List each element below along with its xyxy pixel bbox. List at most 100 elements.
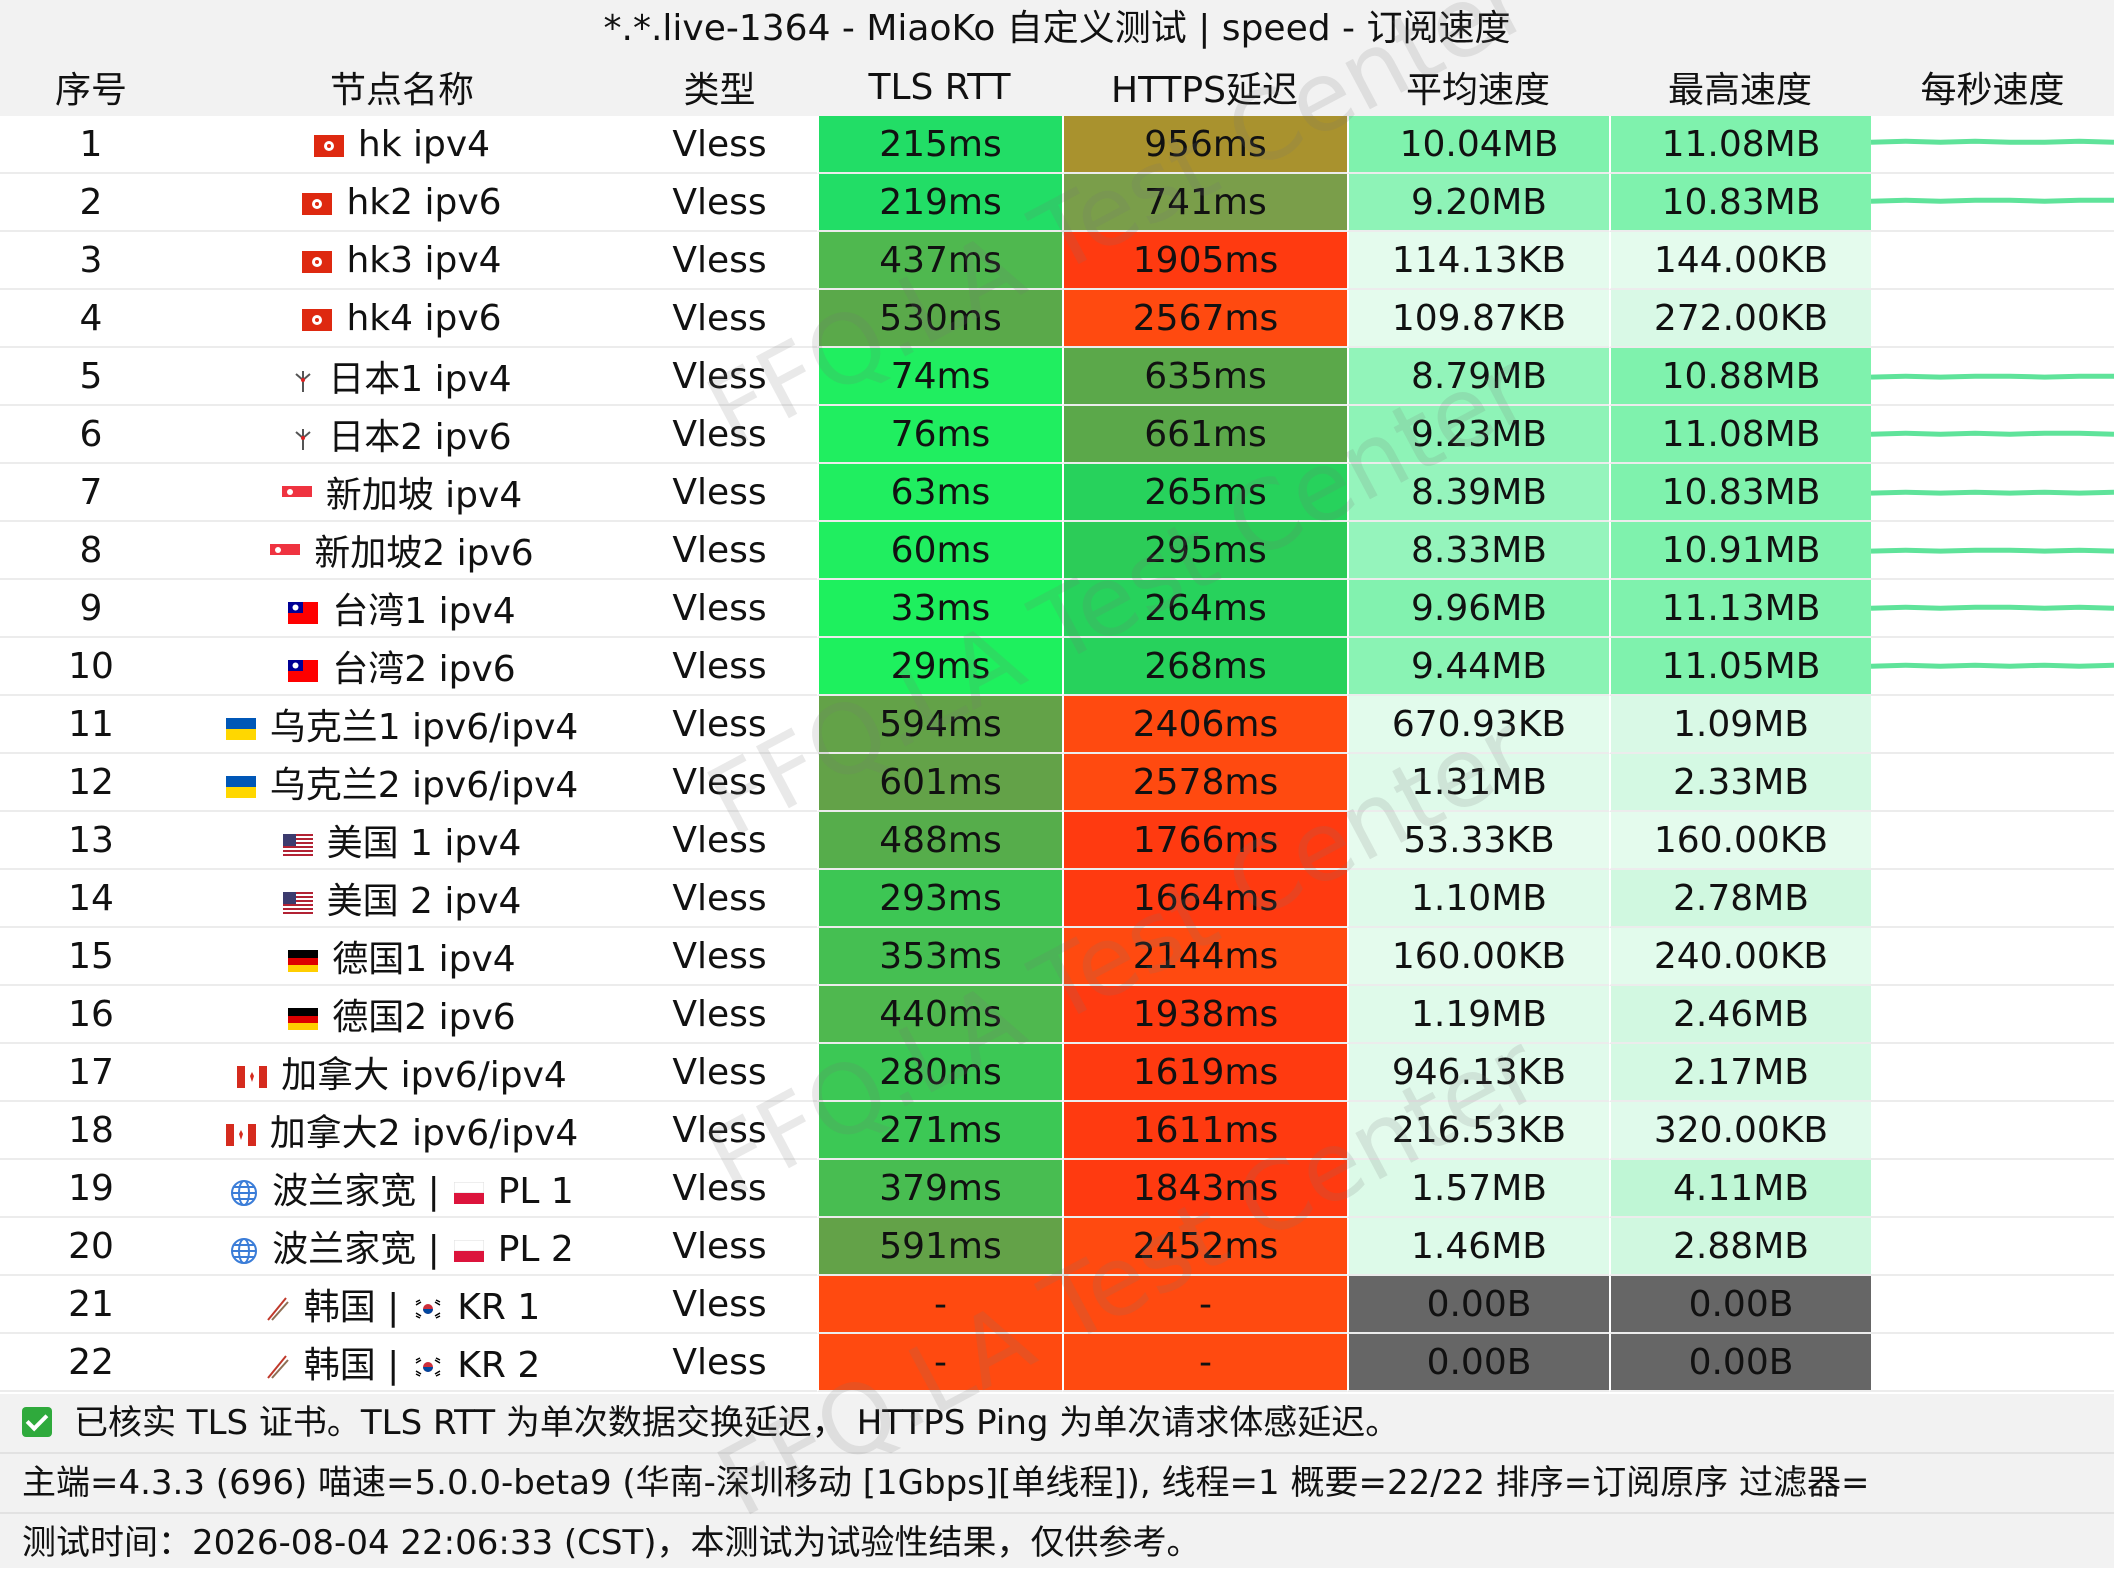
cell-node-name: 德国2 ipv6 [182,986,622,1044]
cell-https-delay: 956ms [1062,116,1347,174]
cell-avg-speed: 9.44MB [1347,638,1609,696]
sparkline-series [1871,138,2114,145]
table-row[interactable]: 21 韩国 | KR 1 Vless - -0.00B 0.00B [0,1276,2114,1334]
col-header-per-sec-speed[interactable]: 每秒速度 [1871,58,2114,116]
node-name: 韩国 | [303,1345,400,1386]
cell-https-delay: 1664ms [1062,870,1347,928]
table-row[interactable]: 13 美国 1 ipv4 Vless 488ms 1766ms 53.33KB 160.00… [0,812,2114,870]
cell-type: Vless [622,1276,817,1334]
col-header-tls-rtt[interactable]: TLS RTT [817,58,1062,116]
cell-tls-rtt: 437ms [817,232,1062,290]
cell-per-sec-speed [1871,464,2114,522]
cell-https-delay: 1938ms [1062,986,1347,1044]
table-row[interactable]: 3 hk3 ipv4 Vless 437ms 1905ms 114.13KB 144.00K… [0,232,2114,290]
table-row[interactable]: 4 hk4 ipv6 Vless 530ms 2567ms 109.87KB 272.00K… [0,290,2114,348]
cell-node-name: 台湾2 ipv6 [182,638,622,696]
table-row[interactable]: 5 日本1 ipv4 Vless 74ms 635ms 8.79MB 10.88MB [0,348,2114,406]
table-row[interactable]: 16 德国2 ipv6 Vless 440ms 1938ms 1.19MB 2.46MB [0,986,2114,1044]
cell-max-speed: 240.00KB [1609,928,1871,986]
col-header-https-delay[interactable]: HTTPS延迟 [1062,58,1347,116]
cell-node-name: 日本1 ipv4 [182,348,622,406]
col-header-avg-speed[interactable]: 平均速度 [1347,58,1609,116]
cell-index: 10 [0,638,182,696]
cell-avg-speed: 114.13KB [1347,232,1609,290]
node-name: 波兰家宽 | [272,1229,440,1270]
cell-avg-speed: 946.13KB [1347,1044,1609,1102]
cell-max-speed: 272.00KB [1609,290,1871,348]
table-row[interactable]: 14 美国 2 ipv4 Vless 293ms 1664ms 1.10MB 2.78MB [0,870,2114,928]
table-row[interactable]: 8 新加坡2 ipv6 Vless 60ms 295ms 8.33MB 10.91MB [0,522,2114,580]
table-row[interactable]: 18 加拿大2 ipv6/ipv4 Vless 271ms 1611ms 216.53KB… [0,1102,2114,1160]
cell-tls-rtt: 594ms [817,696,1062,754]
table-row[interactable]: 12 乌克兰2 ipv6/ipv4 Vless 601ms 2578ms 1.31MB 2.… [0,754,2114,812]
cell-index: 5 [0,348,182,406]
table-row[interactable]: 2 hk2 ipv6 Vless 219ms 741ms 9.20MB 10.83MB [0,174,2114,232]
col-header-type[interactable]: 类型 [622,58,817,116]
table-row[interactable]: 15 德国1 ipv4 Vless 353ms 2144ms 160.00KB 240.00… [0,928,2114,986]
cell-tls-rtt: 379ms [817,1160,1062,1218]
cell-https-delay: 1611ms [1062,1102,1347,1160]
cell-node-name: hk4 ipv6 [182,290,622,348]
col-header-index[interactable]: 序号 [0,58,182,116]
cell-avg-speed: 1.46MB [1347,1218,1609,1276]
cell-avg-speed: 53.33KB [1347,812,1609,870]
node-name: hk4 ipv6 [346,297,502,339]
cell-avg-speed: 109.87KB [1347,290,1609,348]
node-name-suffix: KR 1 [457,1287,541,1328]
table-row[interactable]: 11 乌克兰1 ipv6/ipv4 Vless 594ms 2406ms 670.93KB… [0,696,2114,754]
node-name: 波兰家宽 | [272,1171,440,1212]
node-name: 加拿大 ipv6/ipv4 [281,1055,567,1096]
cell-per-sec-speed [1871,1044,2114,1102]
taiwan-flag-icon [288,602,319,624]
table-row[interactable]: 9 台湾1 ipv4 Vless 33ms 264ms 9.96MB 11.13MB [0,580,2114,638]
table-row[interactable]: 17 加拿大 ipv6/ipv4 Vless 280ms 1619ms 946.13KB 2… [0,1044,2114,1102]
cell-avg-speed: 0.00B [1347,1334,1609,1392]
cell-max-speed: 11.08MB [1609,116,1871,174]
cell-avg-speed: 160.00KB [1347,928,1609,986]
table-row[interactable]: 1 hk ipv4 Vless 215ms 956ms 10.04MB 11.08MB [0,116,2114,174]
cell-https-delay: 1905ms [1062,232,1347,290]
singapore-flag-icon [270,544,301,566]
cell-per-sec-speed [1871,870,2114,928]
cell-max-speed: 10.83MB [1609,464,1871,522]
cell-type: Vless [622,464,817,522]
cell-index: 22 [0,1334,182,1392]
table-row[interactable]: 19 波兰家宽 | PL 1 Vless 379ms 1843ms 1.57MB 4.11MB [0,1160,2114,1218]
cell-type: Vless [622,116,817,174]
cell-https-delay: 1843ms [1062,1160,1347,1218]
per-second-sparkline [1871,138,2114,145]
hong-kong-flag-icon [313,134,344,157]
table-row[interactable]: 7 新加坡 ipv4 Vless 63ms 265ms 8.39MB 10.83MB [0,464,2114,522]
node-name: 新加坡 ipv4 [325,475,523,516]
col-header-name[interactable]: 节点名称 [182,58,622,116]
cell-index: 21 [0,1276,182,1334]
cell-https-delay: 268ms [1062,638,1347,696]
chopsticks-icon [264,1296,290,1322]
cell-tls-rtt: 440ms [817,986,1062,1044]
cell-avg-speed: 8.33MB [1347,522,1609,580]
cell-https-delay: 2406ms [1062,696,1347,754]
cell-tls-rtt: - [817,1276,1062,1334]
cell-https-delay: 264ms [1062,580,1347,638]
cell-index: 1 [0,116,182,174]
cell-avg-speed: 1.10MB [1347,870,1609,928]
ukraine-flag-icon [225,718,256,740]
sparkline-series [1871,373,2114,380]
korea-flag-icon [413,1298,444,1320]
col-header-max-speed[interactable]: 最高速度 [1609,58,1871,116]
cell-node-name: 美国 2 ipv4 [182,870,622,928]
cell-type: Vless [622,812,817,870]
node-name: hk ipv4 [357,123,491,165]
cell-max-speed: 10.91MB [1609,522,1871,580]
cell-https-delay: - [1062,1334,1347,1392]
cell-per-sec-speed [1871,1218,2114,1276]
cell-index: 7 [0,464,182,522]
table-header-row: 序号 节点名称 类型 TLS RTT HTTPS延迟 平均速度 最高速度 每秒速… [0,58,2114,116]
table-row[interactable]: 6 日本2 ipv6 Vless 76ms 661ms 9.23MB 11.08MB [0,406,2114,464]
table-row[interactable]: 22 韩国 | KR 2 Vless - -0.00B 0.00B [0,1334,2114,1392]
table-row[interactable]: 10 台湾2 ipv6 Vless 29ms 268ms 9.44MB 11.05MB [0,638,2114,696]
table-row[interactable]: 20 波兰家宽 | PL 2 Vless 591ms 2452ms 1.46MB 2.88MB [0,1218,2114,1276]
cell-https-delay: 2567ms [1062,290,1347,348]
cell-tls-rtt: 215ms [817,116,1062,174]
node-name: 德国2 ipv6 [332,997,516,1038]
